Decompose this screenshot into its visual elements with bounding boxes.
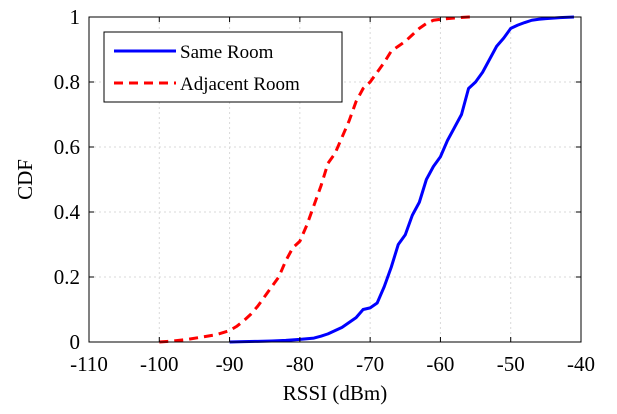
legend: Same Room Adjacent Room <box>103 31 343 103</box>
x-tick-label: -90 <box>216 352 244 376</box>
series-line-adjacent-room <box>159 15 476 344</box>
ticks: -110 -100 -90 -80 -70 -60 -50 -40 0 0.2 0.4 0.6 0.8 1 <box>54 5 595 376</box>
y-tick-label: 0.4 <box>54 200 81 224</box>
y-tick-label: 0.2 <box>54 265 80 289</box>
x-tick-label: -70 <box>356 352 384 376</box>
x-tick-label: -100 <box>140 352 179 376</box>
legend-label: Adjacent Room <box>180 74 300 95</box>
legend-box <box>103 31 343 103</box>
legend-entries: Same Room Adjacent Room <box>114 42 300 95</box>
x-tick-label: -110 <box>70 352 108 376</box>
series-line-same-room <box>229 15 575 344</box>
x-axis-title: RSSI (dBm) <box>283 381 387 405</box>
y-tick-label: 0 <box>70 330 81 354</box>
y-axis-title: CDF <box>13 159 37 200</box>
x-tick-label: -40 <box>567 352 595 376</box>
y-tick-label: 0.6 <box>54 135 80 159</box>
legend-label: Same Room <box>180 42 274 63</box>
x-tick-label: -80 <box>286 352 314 376</box>
plot-frame <box>88 16 582 343</box>
x-tick-label: -60 <box>426 352 454 376</box>
series-layer <box>159 15 575 344</box>
x-tick-label: -50 <box>497 352 525 376</box>
y-tick-label: 0.8 <box>54 70 80 94</box>
y-tick-label: 1 <box>70 5 81 29</box>
